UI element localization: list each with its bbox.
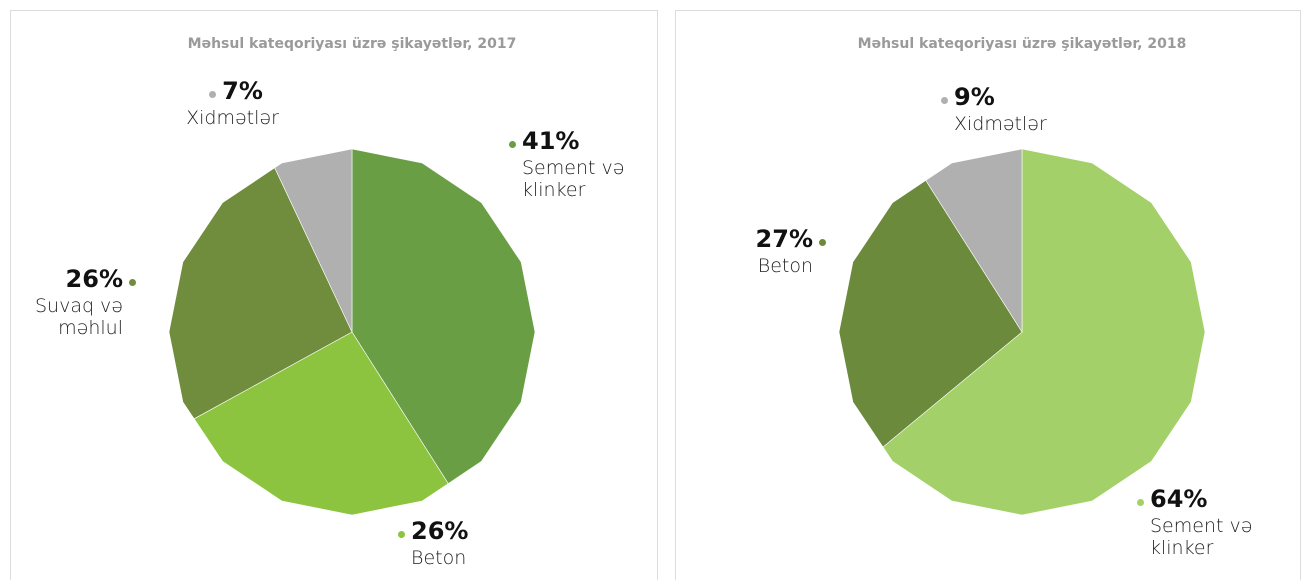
slice-label: 64% Sement və klinker [1131,485,1281,559]
data-label: 7% [222,77,263,105]
category-label: Suvaq və məhlul [34,295,123,339]
legend-dot [509,141,516,148]
pie-slice [882,148,1206,516]
pie-slice [351,148,536,485]
label-line: 26% [0,265,142,293]
label-line: 26% [392,517,542,545]
category-label: Xidmətlər [186,107,279,129]
data-label: 27% [755,225,813,253]
data-label: 9% [954,83,995,111]
legend-dot [819,239,826,246]
legend-dot [1137,499,1144,506]
pie-slice [274,148,353,333]
category-label: Beton [757,255,813,277]
label-line: 41% [503,127,653,155]
label-line: 27% [682,225,832,253]
data-label: 64% [1150,485,1208,513]
category-label: Beton [411,547,467,569]
label-line: 7% [158,77,308,105]
slice-label: 26% Suvaq və məhlul [0,265,142,339]
legend-dot [398,531,405,538]
pie-slice [168,167,353,420]
data-label: 41% [522,127,580,155]
legend-dot [129,279,136,286]
category-label: Sement və klinker [522,157,625,201]
legend-dot [941,97,948,104]
category-label: Sement və klinker [1150,515,1253,559]
slice-label: 41% Sement və klinker [503,127,653,201]
slice-label: 26% Beton [392,517,542,569]
pie-slice [838,179,1023,448]
slice-label: 7% Xidmətlər [158,77,308,129]
pie-slice [193,331,449,516]
panel [675,10,1301,580]
data-label: 26% [411,517,469,545]
category-label: Xidmətlər [954,113,1047,135]
label-line: 64% [1131,485,1281,513]
legend-dot [209,91,217,98]
slice-label: 27% Beton [682,225,832,277]
slice-label: 9% Xidmətlər [935,83,1085,135]
pie-slice [925,148,1023,334]
label-line: 9% [935,83,1085,111]
chart-title: Məhsul kateqoriyası üzrə şikayətlər, 201… [187,36,517,52]
chart-title: Məhsul kateqoriyası üzrə şikayətlər, 201… [857,36,1187,52]
data-label: 26% [65,265,123,293]
panel [10,10,658,580]
